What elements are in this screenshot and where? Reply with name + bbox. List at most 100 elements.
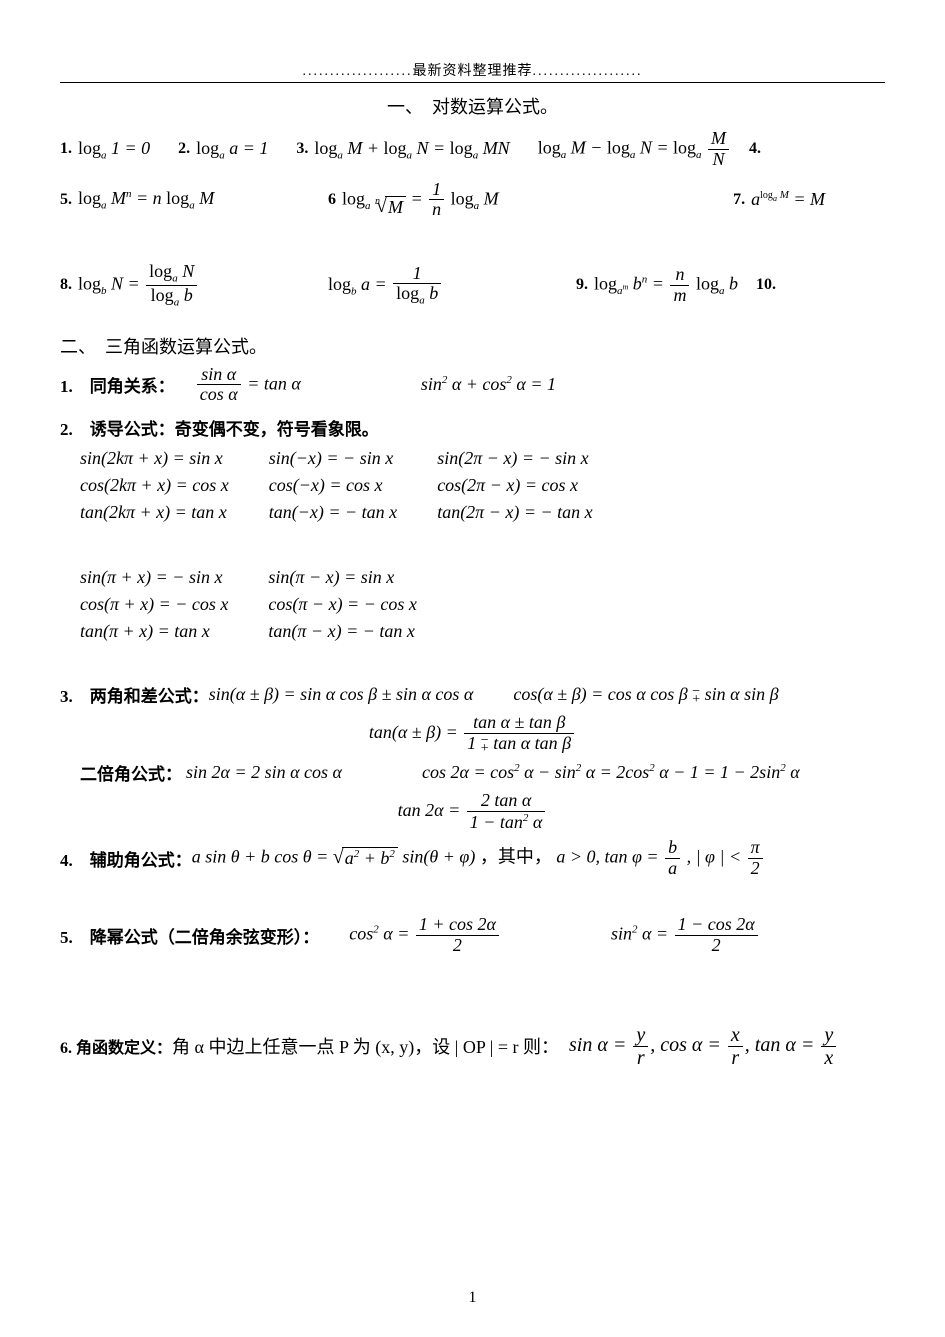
g2c1r2: cos(π + x) = − cos x <box>80 594 228 615</box>
s1-f5: loga Mn = n loga M <box>78 188 214 212</box>
s2-sub6-label: 6. 角函数定义： <box>60 1034 172 1058</box>
s2-s5-f1t: 1 + cos 2α <box>416 915 499 936</box>
page-number: 1 <box>0 1289 945 1307</box>
s1-item7: 7. aloga M = M <box>733 189 825 210</box>
s1-n8: 8. <box>60 276 72 294</box>
s2-s5-f2t: 1 − cos 2α <box>675 915 758 936</box>
s6f3t: y <box>821 1024 836 1047</box>
s1-item8: 8. logb N = loga Nloga b <box>60 262 300 308</box>
s2-sub3-label: 3. 两角和差公式： <box>60 682 209 707</box>
g1c3r1: sin(2π − x) = − sin x <box>437 448 592 469</box>
s1-f6-bot: n <box>429 200 444 220</box>
s1-n7: 7. <box>733 191 745 209</box>
section1-row2: 5. loga Mn = n loga M 6 loga n√M = 1n lo… <box>60 180 885 227</box>
header-dots-right: .................... <box>533 64 643 79</box>
s1-n5: 5. <box>60 191 72 209</box>
s1-item9: 9. logam bn = nm loga b 10. <box>576 265 782 306</box>
s1-f3: loga M + loga N = loga MN <box>314 138 509 162</box>
s2-sub6-text: 角 α 中边上任意一点 P 为 (x, y)，设 | OP | = r 则： <box>172 1033 559 1059</box>
section1-row3: 8. logb N = loga Nloga b logb a = 1loga … <box>60 262 885 314</box>
s2-d-f3: tan 2α = 2 tan α 1 − tan2 α <box>60 791 885 833</box>
s2-sub4-label: 4. 辅助角公式： <box>60 846 192 871</box>
s2-sub1-f2: sin2 α + cos2 α = 1 <box>421 374 556 395</box>
page: ....................最新资料整理推荐............… <box>0 0 945 1337</box>
s2-grp1-c1: sin(2kπ + x) = sin x cos(2kπ + x) = cos … <box>80 448 229 523</box>
s6f1b: r <box>633 1047 648 1069</box>
s1-n1: 1. <box>60 140 72 158</box>
s2-double: 二倍角公式： sin 2α = 2 sin α cos α cos 2α = c… <box>80 760 885 785</box>
s2-sub3-f3: tan(α ± β) = tan α ± tan β 1 −+ tan α ta… <box>60 713 885 754</box>
s2-grp1-c2: sin(−x) = − sin x cos(−x) = cos x tan(−x… <box>269 448 397 523</box>
s6f2b: r <box>728 1047 743 1069</box>
s2-s5-f1b: 2 <box>416 936 499 956</box>
s2-grp1-c3: sin(2π − x) = − sin x cos(2π − x) = cos … <box>437 448 592 523</box>
s1-f8b-top: 1 <box>393 264 441 285</box>
s6f2t: x <box>728 1024 743 1047</box>
s2-s5-f2b: 2 <box>675 936 758 956</box>
s2-grp2-c1: sin(π + x) = − sin x cos(π + x) = − cos … <box>80 567 228 642</box>
s2-grp2: sin(π + x) = − sin x cos(π + x) = − cos … <box>80 567 885 642</box>
g1c1r2: cos(2kπ + x) = cos x <box>80 475 229 496</box>
s1-f8: logb N = loga Nloga b <box>78 262 199 308</box>
s2-sub4: 4. 辅助角公式： a sin θ + b cos θ = √a2 + b2 s… <box>60 838 885 879</box>
s1-f4-top: M <box>708 129 729 150</box>
s1-f9-top: n <box>670 265 689 286</box>
section2-title: 二、 三角函数运算公式。 <box>60 333 885 359</box>
s2-sub5: 5. 降幂公式（二倍角余弦变形）： cos2 α = 1 + cos 2α2 s… <box>60 915 885 956</box>
s1-f7: aloga M = M <box>751 189 825 210</box>
s1-f1: loga 1 = 0 <box>78 138 150 162</box>
s2-sub4-f: a sin θ + b cos θ = √a2 + b2 sin(θ + φ) … <box>192 838 765 879</box>
s2-sub2-label: 2. 诱导公式：奇变偶不变，符号看象限。 <box>60 415 885 440</box>
g1c2r2: cos(−x) = cos x <box>269 475 397 496</box>
s2-sub4-ft: b <box>665 838 680 859</box>
s2-sub1: 1. 同角关系： sin αcos α = tan α sin2 α + cos… <box>60 365 885 406</box>
g1c3r3: tan(2π − x) = − tan x <box>437 502 592 523</box>
s1-f6-top: 1 <box>429 180 444 201</box>
s2-sub1-f1-bot: cos α <box>197 385 241 405</box>
s1-item8b: logb a = 1loga b <box>328 264 548 307</box>
header-rule <box>60 82 885 83</box>
g1c2r1: sin(−x) = − sin x <box>269 448 397 469</box>
g1c2r3: tan(−x) = − tan x <box>269 502 397 523</box>
s2-sub5-f2: sin2 α = 1 − cos 2α2 <box>611 915 760 956</box>
s1-n6: 6 <box>328 191 336 209</box>
s2-sub1-label: 1. 同角关系： <box>60 372 175 397</box>
s1-f6: loga n√M = 1n loga M <box>342 180 499 221</box>
s1-f8b: logb a = 1loga b <box>328 264 443 307</box>
s1-f9-bot: m <box>670 286 689 306</box>
s2-sub6: 6. 角函数定义： 角 α 中边上任意一点 P 为 (x, y)，设 | OP … <box>60 1024 885 1069</box>
s2-sub1-f1-top: sin α <box>197 365 241 386</box>
s2-d-f2: cos 2α = cos2 α − sin2 α = 2cos2 α − 1 =… <box>422 762 800 783</box>
s1-item5: 5. loga Mn = n loga M <box>60 188 300 212</box>
s6f3b: x <box>821 1047 836 1069</box>
s1-item4: loga M − loga N = loga MN 4. <box>538 129 767 170</box>
s1-item3: 3. loga M + loga N = loga MN <box>296 138 509 162</box>
s2-sub1-f1: sin αcos α = tan α <box>195 365 301 406</box>
s2-sub4-tb: 2 <box>748 859 763 879</box>
s1-n3: 3. <box>296 140 308 158</box>
s2-sub3-f3-top: tan α ± tan β <box>464 713 574 734</box>
header: ....................最新资料整理推荐............… <box>60 60 885 80</box>
s1-item6: 6 loga n√M = 1n loga M <box>328 180 608 221</box>
s2-grp2-c2: sin(π − x) = sin x cos(π − x) = − cos x … <box>268 567 416 642</box>
s1-f4: loga M − loga N = loga MN <box>538 129 731 170</box>
s2-sub5-label: 5. 降幂公式（二倍角余弦变形）： <box>60 923 319 948</box>
s1-n9: 9. <box>576 276 588 294</box>
s2-sub3-f1: sin(α ± β) = sin α cos β ± sin α cos α <box>209 684 474 705</box>
g2c1r3: tan(π + x) = tan x <box>80 621 228 642</box>
s1-f6-radbody: M <box>385 196 406 218</box>
g1c1r1: sin(2kπ + x) = sin x <box>80 448 229 469</box>
s2-grp1: sin(2kπ + x) = sin x cos(2kπ + x) = cos … <box>80 448 885 523</box>
s1-f9: logam bn = nm loga b <box>594 265 738 306</box>
g2c2r2: cos(π − x) = − cos x <box>268 594 416 615</box>
s1-f4-bot: N <box>708 150 729 170</box>
s1-n4: 4. <box>749 140 761 158</box>
s2-sub3: 3. 两角和差公式： sin(α ± β) = sin α cos β ± si… <box>60 682 885 707</box>
s2-sub3-f2: cos(α ± β) = cos α cos β −+ sin α sin β <box>513 684 778 705</box>
s2-double-label: 二倍角公式： <box>80 760 182 785</box>
s2-sub4-fb: a <box>665 859 680 879</box>
s2-sub5-f1: cos2 α = 1 + cos 2α2 <box>349 915 501 956</box>
header-label: 最新资料整理推荐 <box>413 64 533 79</box>
section1-title: 一、 对数运算公式。 <box>60 93 885 119</box>
section1-row1: 1. loga 1 = 0 2. loga a = 1 3. loga M + … <box>60 129 885 176</box>
